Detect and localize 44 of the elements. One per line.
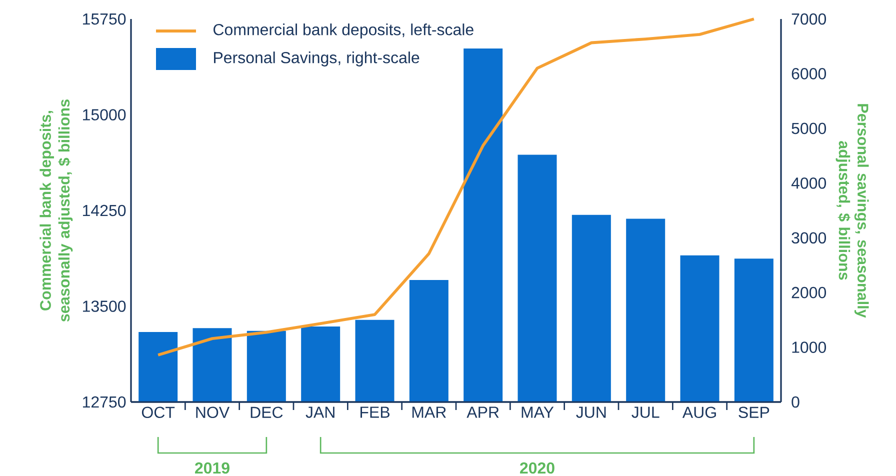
y-tick-label: 13500: [83, 300, 126, 312]
bar: [464, 48, 503, 402]
bar: [734, 258, 774, 402]
y-tick-label: 12750: [83, 396, 126, 408]
y2-tick-label: 1000: [792, 342, 826, 353]
x-tick-label: SEP: [738, 406, 770, 418]
y2-tick-label: 0: [792, 396, 800, 408]
y-axis-title: Commercial bank deposits, seasonally adjusted, $ billions: [40, 100, 73, 322]
y2-tick-label: 6000: [792, 68, 826, 80]
legend-label: Personal Savings, right-scale: [214, 52, 420, 66]
bar: [409, 280, 448, 402]
x-tick-label: DEC: [250, 406, 283, 418]
bar: [301, 326, 340, 402]
line-series: [156, 18, 756, 356]
x-tick-label: JUN: [576, 406, 606, 418]
x-tick-label: JAN: [306, 406, 334, 418]
x-tick-label: MAR: [412, 406, 446, 418]
x-tick-label: APR: [466, 406, 499, 418]
bar: [572, 214, 611, 402]
bar: [626, 218, 666, 402]
bar: [192, 328, 232, 402]
y2-tick-label: 3000: [792, 232, 826, 244]
y2-axis-title: Personal savings, seasonally adjusted, $ billions: [836, 104, 869, 318]
bar: [246, 330, 286, 402]
bar: [680, 255, 720, 402]
legend-label: Commercial bank deposits, left-scale: [214, 24, 474, 38]
y-tick-label: 14250: [83, 204, 126, 216]
y2-tick-label: 5000: [792, 122, 826, 134]
x-tick-label: AUG: [682, 406, 716, 418]
x-tick-label: NOV: [196, 406, 230, 418]
x-tick-label: MAY: [522, 406, 554, 418]
text: 2019: [195, 462, 230, 474]
y2-tick-label: 7000: [792, 13, 826, 25]
x-tick-label: OCT: [142, 406, 175, 418]
bar: [355, 320, 394, 402]
bar: [138, 332, 178, 402]
bar: [518, 154, 557, 402]
text: 2020: [520, 462, 554, 474]
y-tick-label: 15750: [83, 13, 126, 25]
y2-tick-label: 4000: [791, 177, 826, 189]
y-tick-label: 15000: [83, 109, 126, 120]
y2-tick-label: 2000: [792, 286, 826, 298]
x-tick-label: FEB: [360, 406, 390, 418]
x-tick-label: JUL: [632, 406, 660, 418]
